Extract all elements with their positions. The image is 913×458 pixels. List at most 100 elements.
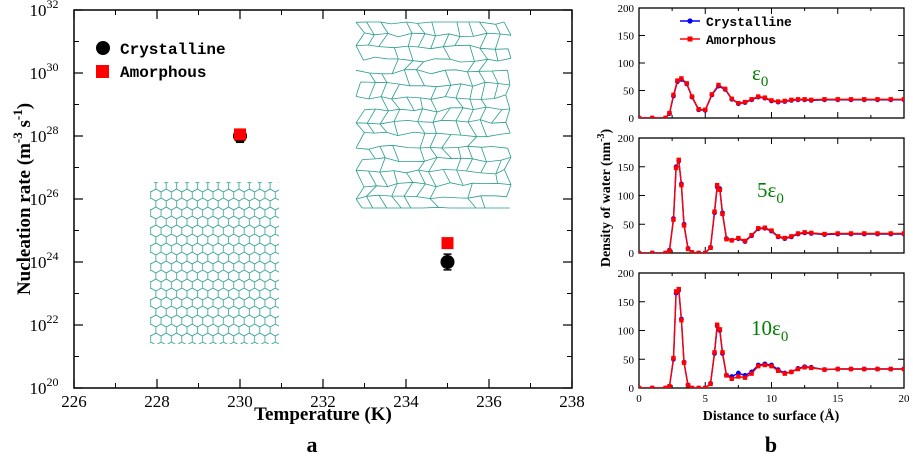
density-point-amorphous: [712, 209, 717, 214]
density-point-amorphous: [673, 165, 679, 171]
panel-b-axis-ticks: 0 50 100 150 200 0 50 100 150 200 0 50 100 150 200 0 5 10…: [618, 3, 911, 405]
density-point-amorphous: [663, 250, 668, 253]
density-point-amorphous: [716, 82, 721, 88]
legend-b-crystalline-marker: [687, 18, 693, 24]
b-y-tick-label: 0: [629, 113, 635, 125]
density-point-amorphous: [639, 250, 642, 253]
density-point-amorphous: [720, 211, 725, 217]
density-point-amorphous: [736, 100, 741, 106]
density-point-amorphous: [762, 225, 768, 230]
panel-b-chart: 0 50 100 150 200 0 50 100 150 200 0 50 100 150 200 0 5 10…: [596, 3, 910, 457]
panel-a-ylabel: Nucleation rate (m-3 s-1): [10, 103, 35, 295]
legend-b-amorphous-label: Amorphous: [706, 33, 776, 48]
density-point-amorphous: [749, 371, 754, 376]
density-point-amorphous: [663, 385, 668, 388]
density-point-amorphous: [671, 217, 676, 222]
density-point-amorphous: [769, 363, 774, 369]
density-point-amorphous: [782, 235, 787, 241]
y-tick-label: 1024: [30, 249, 59, 272]
density-point-amorphous: [875, 231, 880, 236]
density-point-amorphous: [835, 366, 840, 372]
x-tick-label: 228: [144, 392, 170, 411]
density-point-amorphous: [667, 384, 672, 388]
density-point-amorphous: [703, 107, 708, 112]
density-point-amorphous: [769, 98, 774, 103]
legend-b-crystalline-label: Crystalline: [706, 15, 792, 30]
density-point-amorphous: [717, 187, 723, 192]
density-point-amorphous: [749, 97, 754, 102]
epsilon-label-3: 10ε0: [751, 316, 788, 345]
svg-text:Nucleation rate (m-3 s-1): Nucleation rate (m-3 s-1): [10, 103, 35, 295]
density-point-amorphous: [809, 97, 814, 103]
density-point-amorphous: [696, 250, 701, 253]
inset-crystalline-surface: [150, 182, 279, 344]
subplot-3-series: [639, 286, 904, 388]
density-point-amorphous: [684, 81, 689, 86]
legend-crystalline-label: Crystalline: [120, 41, 226, 59]
density-point-amorphous: [675, 78, 680, 83]
legend-b-amorphous-marker: [687, 36, 693, 42]
density-point-amorphous: [724, 237, 729, 242]
legend-crystalline-marker: [96, 41, 110, 55]
density-point-amorphous: [822, 231, 827, 237]
density-point-amorphous: [862, 97, 867, 102]
density-point-amorphous: [681, 223, 687, 228]
b-y-tick-label: 200: [618, 3, 635, 15]
b-ylabel-main: Density of water (nm: [599, 142, 614, 268]
density-point-amorphous: [689, 385, 695, 388]
b-y-tick-label: 100: [618, 58, 635, 70]
b-y-tick-label: 50: [623, 354, 635, 366]
density-point-amorphous: [724, 373, 729, 378]
b-y-tick-label: 50: [623, 86, 635, 98]
x-tick-label: 226: [61, 392, 87, 411]
density-point-amorphous: [742, 99, 748, 105]
ylabel-exp1: -3: [10, 132, 25, 143]
density-point-amorphous: [650, 385, 655, 388]
b-x-tick-label: 20: [899, 393, 911, 405]
density-point-amorphous: [714, 182, 720, 188]
panel-a-chart: 226 228 230 232 234 236 238 1020 1022 1024 1026 102…: [10, 0, 585, 457]
density-point-amorphous: [736, 374, 741, 379]
b-x-tick-label: 0: [636, 393, 642, 405]
density-point-amorphous: [901, 366, 904, 372]
y-tick-label: 1020: [30, 375, 59, 398]
density-point-amorphous: [685, 382, 691, 388]
panel-b-data-lines: [639, 76, 904, 388]
density-point-amorphous: [681, 360, 687, 365]
density-point-amorphous: [775, 99, 781, 104]
inset-amorphous-surface: [355, 21, 512, 209]
density-point-amorphous: [708, 381, 713, 387]
density-point-amorphous: [862, 366, 867, 372]
panel-b-ylabel: Density of water (nm-3): [596, 128, 614, 267]
density-point-amorphous: [782, 371, 787, 376]
density-point-amorphous: [862, 231, 867, 236]
density-point-amorphous: [663, 115, 668, 118]
density-point-amorphous: [756, 363, 761, 369]
density-point-amorphous: [822, 367, 827, 372]
density-point-amorphous: [762, 362, 768, 368]
density-point-amorphous: [722, 86, 728, 92]
b-y-tick-label: 100: [618, 191, 635, 203]
density-point-amorphous: [888, 97, 893, 102]
b-y-tick-label: 50: [623, 219, 635, 231]
density-point-amorphous: [875, 366, 880, 372]
b-y-tick-label: 150: [618, 31, 635, 43]
density-point-amorphous: [717, 327, 723, 332]
ylabel-exp2: -1: [10, 109, 25, 120]
y-tick-label: 1032: [30, 0, 59, 20]
density-point-amorphous: [775, 368, 781, 373]
subplot-1-series: [639, 76, 904, 118]
ylabel-mid: s: [14, 120, 35, 132]
density-point-amorphous: [729, 96, 734, 101]
legend-amorphous-label: Amorphous: [120, 64, 206, 82]
y-tick-label: 1022: [30, 312, 59, 335]
density-point-amorphous: [742, 238, 748, 244]
x-tick-label: 234: [393, 392, 419, 411]
density-point-amorphous: [667, 248, 672, 253]
density-point-amorphous: [789, 369, 794, 375]
x-tick-label: 236: [476, 392, 502, 411]
density-point-amorphous: [685, 246, 691, 252]
density-point-amorphous: [848, 231, 854, 236]
point-amorphous: [441, 237, 454, 250]
density-point-amorphous: [802, 97, 807, 102]
